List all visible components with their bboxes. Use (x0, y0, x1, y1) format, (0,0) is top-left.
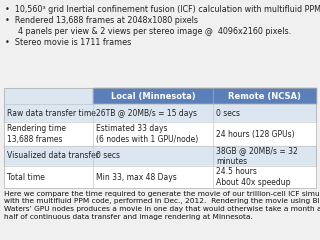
Bar (4, 146, 93, 166)
Text: Raw data transfer time: Raw data transfer time (7, 108, 96, 118)
Bar (4, 166, 93, 188)
Bar (93, 104, 213, 122)
Text: 24.5 hours
About 40x speedup: 24.5 hours About 40x speedup (216, 167, 291, 187)
Text: 0 secs: 0 secs (216, 108, 240, 118)
Text: •  10,560³ grid Inertial confinement fusion (ICF) calculation with multifluid PP: • 10,560³ grid Inertial confinement fusi… (5, 5, 320, 14)
Text: •  Stereo movie is 1711 frames: • Stereo movie is 1711 frames (5, 38, 131, 47)
Bar (4, 122, 93, 146)
Bar (213, 104, 316, 122)
Bar (4, 88, 93, 104)
Text: 0 secs: 0 secs (96, 151, 120, 161)
Bar (93, 122, 213, 146)
Bar (213, 166, 316, 188)
Text: 4 panels per view & 2 views per stereo image @  4096x2160 pixels.: 4 panels per view & 2 views per stereo i… (18, 27, 291, 36)
Text: Visualized data transfer: Visualized data transfer (7, 151, 99, 161)
Text: Total time: Total time (7, 173, 45, 181)
Bar (213, 122, 316, 146)
Bar (93, 166, 213, 188)
Text: Estimated 33 days
(6 nodes with 1 GPU/node): Estimated 33 days (6 nodes with 1 GPU/no… (96, 124, 198, 144)
Text: •  Rendered 13,688 frames at 2048x1080 pixels: • Rendered 13,688 frames at 2048x1080 pi… (5, 16, 198, 25)
Text: Min 33, max 48 Days: Min 33, max 48 Days (96, 173, 177, 181)
Bar (213, 88, 316, 104)
Text: 38GB @ 20MB/s = 32
minutes: 38GB @ 20MB/s = 32 minutes (216, 146, 298, 166)
Text: 26TB @ 20MB/s = 15 days: 26TB @ 20MB/s = 15 days (96, 108, 197, 118)
Bar (4, 88, 316, 188)
Text: 24 hours (128 GPUs): 24 hours (128 GPUs) (216, 130, 295, 138)
Bar (4, 104, 93, 122)
Text: Local (Minnesota): Local (Minnesota) (111, 91, 195, 101)
Bar (93, 146, 213, 166)
Bar (213, 146, 316, 166)
Bar (93, 88, 213, 104)
Text: Here we compare the time required to generate the movie of our trillion-cell ICF: Here we compare the time required to gen… (4, 191, 320, 220)
Text: Rendering time
13,688 frames: Rendering time 13,688 frames (7, 124, 66, 144)
Text: Remote (NCSA): Remote (NCSA) (228, 91, 301, 101)
